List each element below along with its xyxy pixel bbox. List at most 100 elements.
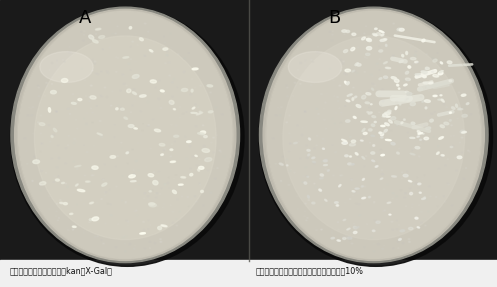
Ellipse shape <box>65 183 67 184</box>
Ellipse shape <box>464 107 465 108</box>
Ellipse shape <box>144 193 146 194</box>
Ellipse shape <box>53 134 55 135</box>
Ellipse shape <box>410 46 411 47</box>
Ellipse shape <box>372 230 375 232</box>
Ellipse shape <box>39 123 45 125</box>
Ellipse shape <box>97 236 98 237</box>
Ellipse shape <box>420 222 422 223</box>
Ellipse shape <box>368 90 370 91</box>
Ellipse shape <box>380 39 386 41</box>
Ellipse shape <box>289 115 290 116</box>
Ellipse shape <box>40 190 41 191</box>
Ellipse shape <box>398 47 399 48</box>
Ellipse shape <box>86 152 88 153</box>
Ellipse shape <box>200 85 202 86</box>
Ellipse shape <box>393 55 394 56</box>
Ellipse shape <box>360 140 363 141</box>
Ellipse shape <box>371 124 375 126</box>
Ellipse shape <box>169 103 171 104</box>
Ellipse shape <box>425 107 427 109</box>
Ellipse shape <box>143 221 145 222</box>
Ellipse shape <box>136 210 137 211</box>
Ellipse shape <box>27 166 28 167</box>
Ellipse shape <box>423 69 424 70</box>
Ellipse shape <box>76 184 78 186</box>
Ellipse shape <box>51 158 52 159</box>
Ellipse shape <box>382 89 383 90</box>
Ellipse shape <box>101 136 103 137</box>
Ellipse shape <box>89 202 93 204</box>
Ellipse shape <box>342 63 344 64</box>
Ellipse shape <box>349 144 355 146</box>
Ellipse shape <box>304 216 305 217</box>
Ellipse shape <box>306 176 308 177</box>
Ellipse shape <box>167 55 168 56</box>
Ellipse shape <box>195 155 197 156</box>
Ellipse shape <box>308 154 310 156</box>
Ellipse shape <box>415 51 416 52</box>
Ellipse shape <box>449 80 452 82</box>
Ellipse shape <box>334 152 336 153</box>
Ellipse shape <box>275 166 277 167</box>
Ellipse shape <box>94 63 95 64</box>
Ellipse shape <box>133 89 135 90</box>
Ellipse shape <box>104 164 105 165</box>
Ellipse shape <box>408 194 409 195</box>
Ellipse shape <box>165 63 166 64</box>
Ellipse shape <box>203 205 204 206</box>
Ellipse shape <box>313 161 316 163</box>
Ellipse shape <box>95 73 97 74</box>
Ellipse shape <box>77 204 78 205</box>
Ellipse shape <box>418 103 419 104</box>
Ellipse shape <box>196 201 197 202</box>
Ellipse shape <box>379 50 383 52</box>
Ellipse shape <box>384 38 387 40</box>
Ellipse shape <box>426 54 427 55</box>
Ellipse shape <box>466 103 469 104</box>
Ellipse shape <box>194 196 196 197</box>
Ellipse shape <box>160 241 162 243</box>
Ellipse shape <box>420 96 421 97</box>
Ellipse shape <box>155 129 161 132</box>
Ellipse shape <box>286 122 288 123</box>
Ellipse shape <box>109 193 110 194</box>
Ellipse shape <box>127 221 129 222</box>
Ellipse shape <box>420 82 421 83</box>
Ellipse shape <box>331 237 334 239</box>
Ellipse shape <box>108 150 109 151</box>
Ellipse shape <box>342 238 346 239</box>
Ellipse shape <box>368 112 372 114</box>
Ellipse shape <box>387 202 391 203</box>
Ellipse shape <box>116 108 118 110</box>
Ellipse shape <box>211 142 212 143</box>
Ellipse shape <box>94 61 96 62</box>
Ellipse shape <box>382 248 384 249</box>
Ellipse shape <box>40 182 46 185</box>
Ellipse shape <box>281 133 282 134</box>
Ellipse shape <box>153 181 158 185</box>
Ellipse shape <box>440 95 442 96</box>
Ellipse shape <box>34 156 35 157</box>
Ellipse shape <box>38 159 39 160</box>
Ellipse shape <box>56 179 60 181</box>
Ellipse shape <box>179 211 180 212</box>
Ellipse shape <box>187 141 191 143</box>
Ellipse shape <box>400 190 402 191</box>
Ellipse shape <box>171 144 172 145</box>
Ellipse shape <box>325 199 327 201</box>
Ellipse shape <box>384 76 388 78</box>
Ellipse shape <box>369 142 370 143</box>
Ellipse shape <box>345 155 348 157</box>
Ellipse shape <box>344 73 345 74</box>
Ellipse shape <box>439 71 443 73</box>
Ellipse shape <box>294 142 297 144</box>
Ellipse shape <box>456 104 458 107</box>
Ellipse shape <box>185 136 186 137</box>
Ellipse shape <box>418 133 422 134</box>
Ellipse shape <box>197 169 200 171</box>
Ellipse shape <box>387 170 388 171</box>
Ellipse shape <box>282 156 283 157</box>
Ellipse shape <box>198 133 204 135</box>
Ellipse shape <box>116 71 117 72</box>
Ellipse shape <box>342 142 347 144</box>
